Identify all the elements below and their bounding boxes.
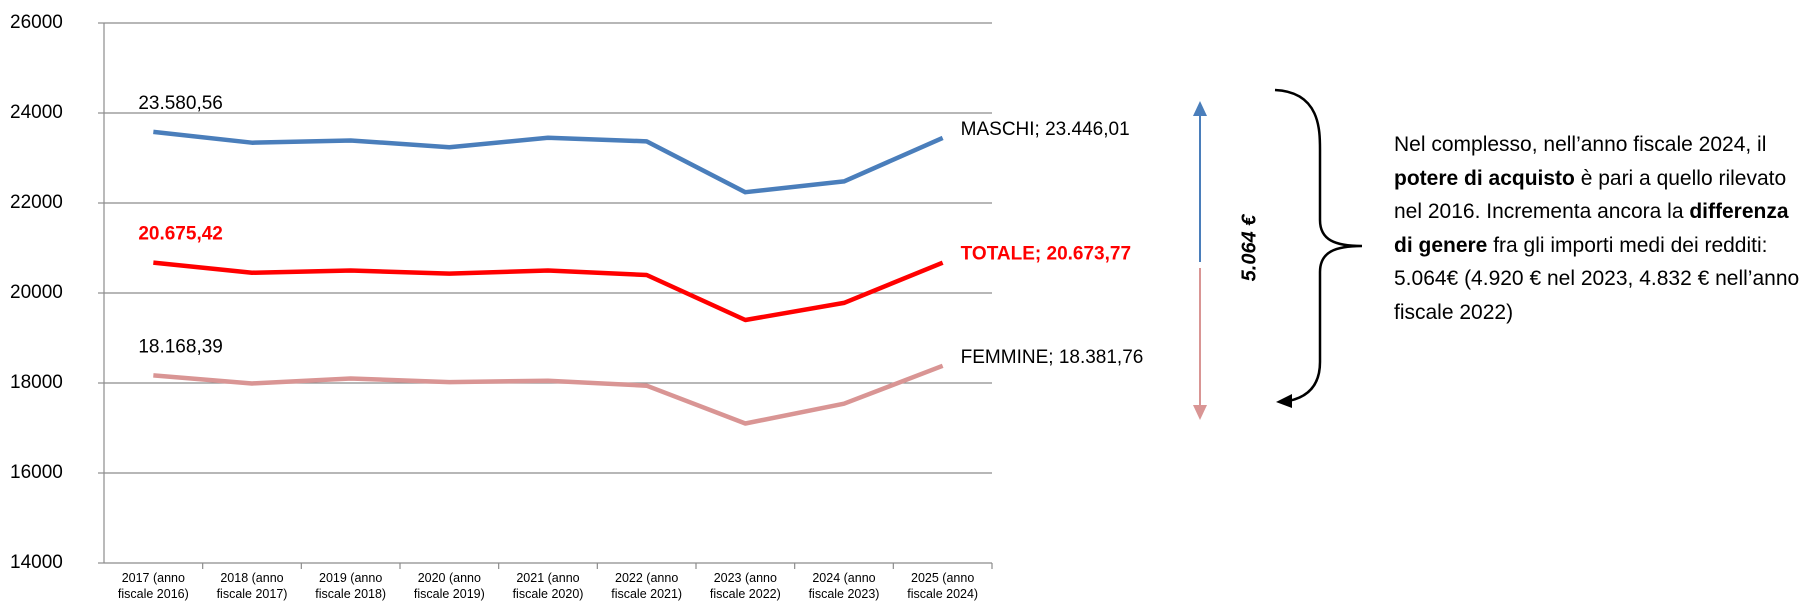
y-tick-label: 22000 <box>10 192 63 213</box>
y-tick-label: 26000 <box>10 12 63 33</box>
data-label: TOTALE; 20.673,77 <box>961 244 1131 265</box>
note-text: Nel complesso, nell’anno fiscale 2024, i… <box>1394 133 1767 156</box>
note-text: differenza di genere <box>1394 200 1789 257</box>
note: Nel complesso, nell’anno fiscale 2024, i… <box>1394 128 1806 329</box>
x-tick-label: 2017 (anno fiscale 2016) <box>117 571 189 601</box>
data-label: MASCHI; 23.446,01 <box>961 119 1130 140</box>
data-label: 23.580,56 <box>138 93 223 114</box>
note-text: fra gli importi medi dei redditi: 5.064€… <box>1394 233 1800 324</box>
note-text: potere di acquisto <box>1394 166 1575 190</box>
y-tick-label: 24000 <box>10 102 63 123</box>
y-tick-label: 14000 <box>10 552 63 573</box>
difference-label: 5.064 € <box>1238 214 1260 282</box>
x-tick-label: 2020 (anno fiscale 2019) <box>413 571 485 601</box>
arrow-down-head <box>1193 405 1207 420</box>
x-tick-label: 2023 (anno fiscale 2022) <box>709 571 781 601</box>
data-label: 18.168,39 <box>138 336 223 357</box>
x-tick-label: 2018 (anno fiscale 2017) <box>216 571 288 601</box>
series-line <box>153 363 944 426</box>
x-tick-label: 2019 (anno fiscale 2018) <box>315 571 387 601</box>
y-tick-label: 18000 <box>10 372 63 393</box>
brace-arrowhead <box>1276 394 1292 408</box>
series-line <box>153 129 944 195</box>
data-label: 20.675,42 <box>138 224 223 245</box>
note-text: è pari a quello rilevato nel 2016. Incre… <box>1394 166 1787 224</box>
x-tick-label: 2021 (anno fiscale 2020) <box>512 571 584 601</box>
series-line <box>153 260 944 323</box>
y-tick-label: 16000 <box>10 462 63 483</box>
x-tick-label: 2025 (anno fiscale 2024) <box>907 571 979 601</box>
x-tick-label: 2022 (anno fiscale 2021) <box>611 571 683 601</box>
brace <box>1274 88 1363 404</box>
data-label: FEMMINE; 18.381,76 <box>961 347 1144 368</box>
x-tick-label: 2024 (anno fiscale 2023) <box>808 571 880 601</box>
y-tick-label: 20000 <box>10 282 63 303</box>
arrow-up-head <box>1193 101 1207 116</box>
